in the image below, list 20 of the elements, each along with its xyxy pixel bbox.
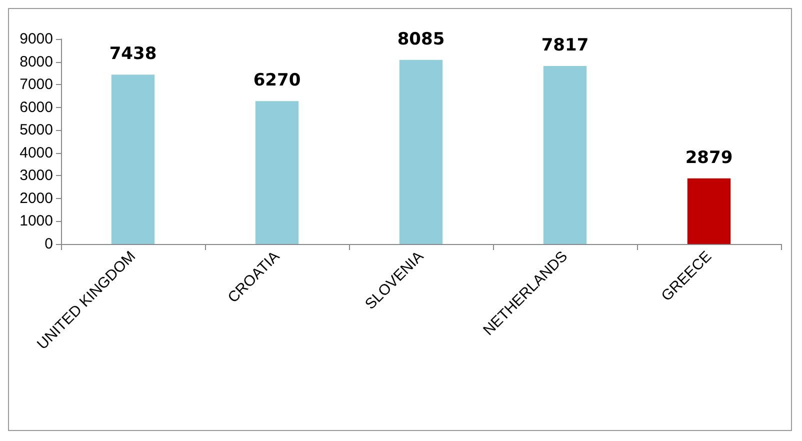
bar <box>687 178 731 244</box>
data-label: 8085 <box>397 29 445 50</box>
bar <box>111 74 155 244</box>
y-tick-label: 4000 <box>20 144 53 162</box>
y-tick-label: 3000 <box>20 167 53 184</box>
y-tick-label: 6000 <box>20 98 53 116</box>
y-tick-label: 0 <box>44 236 53 252</box>
data-label: 6270 <box>253 70 301 91</box>
y-tick-label: 2000 <box>20 190 53 207</box>
y-tick-label: 5000 <box>20 122 53 139</box>
bar <box>543 66 587 244</box>
y-tick-label: 1000 <box>20 212 53 230</box>
bar <box>255 101 299 244</box>
y-tick-label: 7000 <box>20 76 53 94</box>
data-label: 7817 <box>541 35 589 56</box>
data-label: 2879 <box>685 148 733 168</box>
bar <box>399 60 443 244</box>
y-tick-label: 9000 <box>20 30 53 48</box>
y-tick-label: 8000 <box>20 53 53 70</box>
data-label: 7438 <box>109 44 157 64</box>
